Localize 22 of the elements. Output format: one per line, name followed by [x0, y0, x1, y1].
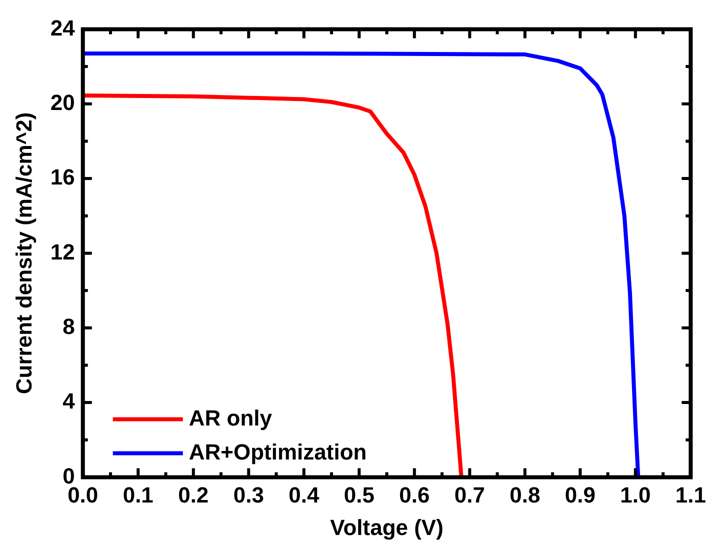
x-tick-label: 0.4: [288, 482, 320, 508]
legend-label: AR+Optimization: [188, 439, 367, 464]
x-tick-label: 1.0: [620, 482, 651, 508]
y-tick-label: 20: [50, 90, 75, 115]
x-tick-label: 0.7: [454, 482, 485, 508]
x-tick-label: 0.9: [564, 482, 596, 508]
x-tick-label: 0.2: [178, 482, 209, 508]
x-tick-label: 0.8: [510, 482, 540, 508]
y-axis-title: Current density (mA/cm^2): [11, 112, 36, 394]
x-tick-label: 0.6: [399, 482, 430, 508]
y-tick-label: 8: [62, 314, 75, 339]
y-tick-label: 12: [50, 239, 75, 264]
y-tick-label: 16: [50, 164, 75, 190]
y-tick-label: 24: [50, 15, 76, 40]
legend-label: AR only: [188, 405, 273, 430]
x-tick-label: 0.3: [233, 482, 264, 508]
x-tick-label: 1.1: [675, 482, 706, 508]
y-tick-label: 0: [62, 463, 75, 488]
x-tick-label: 0.1: [122, 482, 154, 508]
x-tick-label: 0.5: [344, 482, 374, 508]
x-axis-title: Voltage (V): [330, 514, 444, 540]
y-tick-label: 4: [62, 388, 76, 414]
